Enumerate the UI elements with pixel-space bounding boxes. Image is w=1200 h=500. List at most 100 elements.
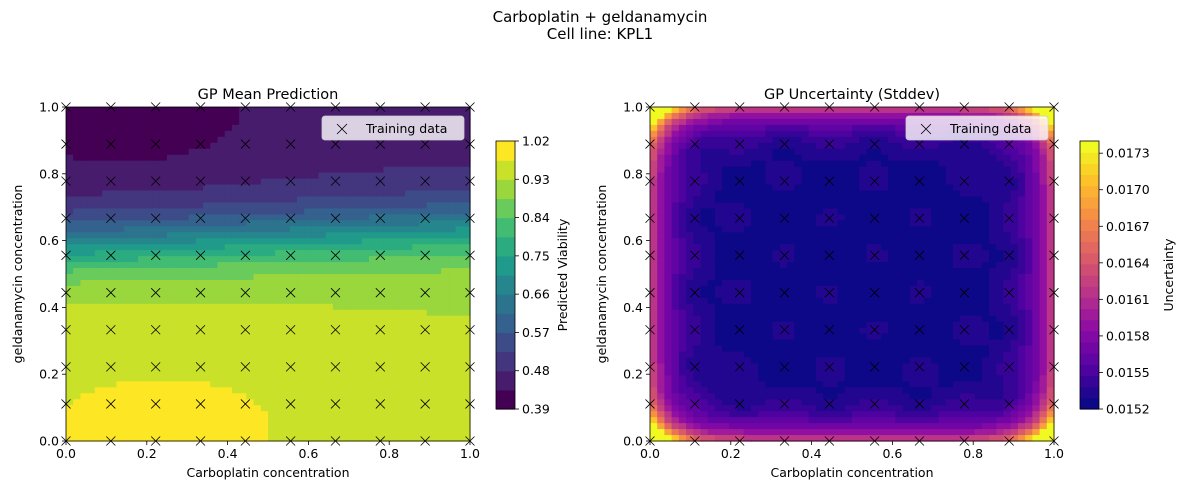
heatmap-cell	[188, 208, 197, 215]
heatmap-cell	[361, 345, 370, 353]
heatmap-cell	[289, 375, 298, 382]
heatmap-cell	[751, 268, 759, 275]
heatmap-cell	[751, 321, 759, 329]
heatmap-cell	[174, 262, 183, 269]
heatmap-cell	[412, 226, 421, 233]
heatmap-cell	[282, 124, 291, 132]
heatmap-cell	[239, 208, 247, 215]
heatmap-cell	[837, 118, 846, 126]
heatmap-cell	[275, 220, 284, 227]
heatmap-cell	[765, 124, 774, 132]
heatmap-cell	[340, 244, 348, 251]
heatmap-cell	[808, 339, 817, 347]
heatmap-cell	[397, 160, 406, 168]
heatmap-cell	[325, 351, 334, 359]
heatmap-cell	[181, 303, 190, 311]
heatmap-cell	[116, 107, 125, 114]
heatmap-cell	[650, 274, 658, 281]
heatmap-cell	[354, 178, 363, 186]
heatmap-cell	[794, 351, 803, 359]
heatmap-cell	[765, 202, 774, 209]
heatmap-cell	[736, 118, 745, 126]
heatmap-cell	[87, 291, 96, 299]
heatmap-cell	[729, 148, 738, 156]
heatmap-cell	[801, 333, 810, 341]
heatmap-cell	[772, 154, 781, 162]
heatmap-cell	[671, 238, 680, 245]
heatmap-cell	[332, 142, 341, 150]
heatmap-cell	[722, 291, 730, 299]
heatmap-cell	[693, 202, 702, 209]
heatmap-cell	[837, 274, 846, 281]
heatmap-cell	[707, 136, 716, 144]
heatmap-cell	[671, 130, 680, 138]
training-point	[195, 139, 206, 149]
heatmap-cell	[772, 190, 781, 198]
heatmap-cell	[751, 172, 759, 180]
heatmap-cell	[123, 363, 132, 371]
heatmap-cell	[707, 166, 716, 174]
heatmap-cell	[664, 232, 673, 239]
heatmap-cell	[268, 274, 276, 281]
heatmap-cell	[455, 107, 464, 114]
heatmap-cell	[123, 184, 132, 192]
heatmap-cell	[758, 339, 767, 347]
heatmap-cell	[462, 112, 471, 120]
heatmap-cell	[116, 256, 125, 263]
heatmap-cell	[66, 405, 74, 412]
heatmap-cell	[462, 178, 471, 186]
heatmap-cell	[772, 220, 781, 227]
heatmap-cell	[94, 202, 103, 209]
heatmap-cell	[743, 244, 752, 251]
heatmap-cell	[787, 411, 795, 418]
heatmap-cell	[188, 178, 197, 186]
heatmap-cell	[772, 160, 781, 168]
heatmap-cell	[462, 303, 471, 311]
heatmap-cell	[332, 375, 341, 382]
heatmap-cell	[167, 321, 175, 329]
heatmap-cell	[671, 172, 680, 180]
heatmap-cell	[167, 274, 175, 281]
heatmap-cell	[823, 369, 831, 376]
heatmap-cell	[765, 178, 774, 186]
heatmap-cell	[123, 369, 132, 376]
heatmap-cell	[174, 160, 183, 168]
heatmap-cell	[765, 166, 774, 174]
heatmap-cell	[94, 285, 103, 293]
heatmap-cell	[102, 363, 110, 371]
heatmap-cell	[736, 345, 745, 353]
heatmap-cell	[736, 154, 745, 162]
heatmap-cell	[794, 387, 803, 394]
heatmap-cell	[426, 148, 435, 156]
heatmap-cell	[239, 256, 247, 263]
heatmap-cell	[109, 363, 118, 371]
heatmap-cell	[296, 268, 305, 275]
heatmap-cell	[441, 411, 449, 418]
heatmap-cell	[167, 405, 175, 412]
heatmap-cell	[145, 238, 154, 245]
heatmap-cell	[253, 107, 262, 114]
heatmap-cell	[188, 381, 197, 388]
heatmap-cell	[116, 178, 125, 186]
heatmap-cell	[758, 232, 767, 239]
heatmap-cell	[224, 202, 233, 209]
heatmap-cell	[722, 363, 730, 371]
heatmap-cell	[852, 351, 860, 359]
heatmap-cell	[736, 417, 745, 424]
heatmap-cell	[823, 387, 831, 394]
heatmap-cell	[700, 130, 709, 138]
colorbar-tick-label: 1.02	[522, 134, 550, 149]
heatmap-cell	[260, 405, 269, 412]
heatmap-cell	[253, 393, 262, 400]
heatmap-cell	[203, 136, 211, 144]
heatmap-cell	[87, 393, 96, 400]
heatmap-cell	[217, 190, 226, 198]
heatmap-cell	[224, 363, 233, 371]
heatmap-cell	[405, 387, 413, 394]
heatmap-cell	[794, 202, 803, 209]
heatmap-cell	[318, 393, 327, 400]
heatmap-cell	[801, 285, 810, 293]
heatmap-cell	[830, 190, 839, 198]
heatmap-cell	[700, 303, 709, 311]
heatmap-cell	[765, 405, 774, 412]
